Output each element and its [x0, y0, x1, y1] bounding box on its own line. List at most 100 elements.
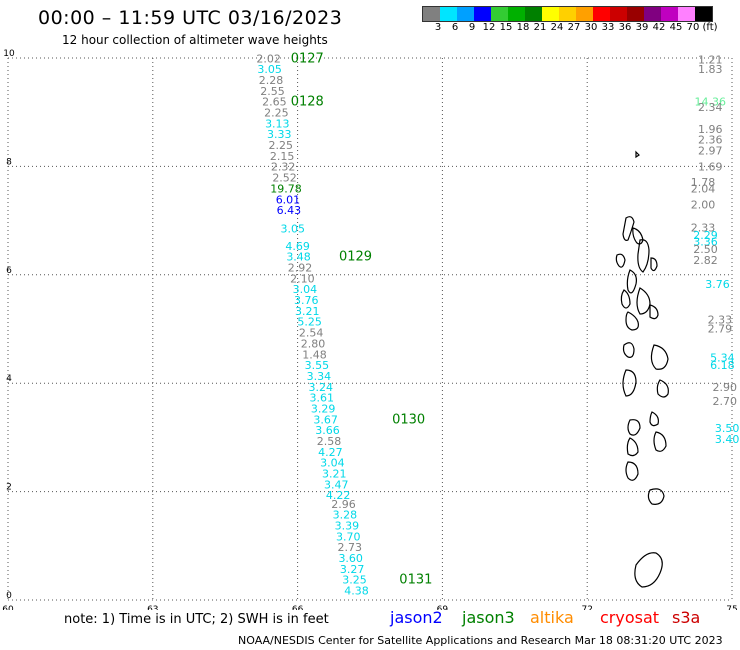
wave-height-value: 1.83: [698, 63, 723, 76]
grid-lines: [7, 57, 733, 601]
wave-height-value: 1.48: [302, 348, 327, 361]
wave-height-value: 3.66: [315, 424, 340, 437]
wave-height-value: 3.05: [281, 223, 306, 236]
legend-jason2: jason2: [390, 608, 443, 627]
colorbar-label: 15: [499, 22, 513, 33]
x-tick-label: 66: [292, 605, 304, 610]
wave-height-value: 3.27: [340, 563, 365, 576]
wave-height-value: 2.82: [693, 254, 718, 267]
colorbar-swatch: [542, 7, 559, 21]
colorbar-swatch: [593, 7, 610, 21]
x-tick-label: 63: [147, 605, 158, 610]
wave-height-value: 3.24: [309, 381, 334, 394]
pass-time-label: 0128: [291, 95, 324, 110]
wave-height-value: 6.01: [276, 193, 301, 206]
colorbar-swatch: [627, 7, 644, 21]
wave-height-value: 1.96: [698, 123, 723, 136]
wave-height-value: 3.39: [335, 520, 360, 533]
wave-height-value: 2.29: [693, 229, 718, 242]
wave-height-value: 2.92: [288, 262, 313, 275]
colorbar-label: 33: [601, 22, 615, 33]
wave-height-value: 3.67: [313, 413, 338, 426]
colorbar-swatch: [525, 7, 542, 21]
island-outline: [647, 488, 665, 505]
island-outline: [622, 369, 637, 397]
credit-line: NOAA/NESDIS Center for Satellite Applica…: [238, 634, 723, 647]
island-outline: [636, 287, 651, 315]
wave-height-value: 3.34: [307, 370, 332, 383]
colorbar-swatch: [695, 7, 712, 21]
island-outline: [650, 257, 658, 272]
wave-height-value: 4.69: [285, 240, 310, 253]
colorbar-label: 27: [567, 22, 581, 33]
y-tick-label: 2: [6, 483, 12, 493]
wave-height-value: 3.36: [693, 236, 718, 249]
wave-height-value: 2.00: [691, 199, 716, 212]
wave-height-value: 2.58: [317, 435, 342, 448]
wave-height-value: 3.60: [338, 552, 363, 565]
island-outline: [635, 150, 640, 159]
wave-height-value: 2.25: [268, 139, 293, 152]
colorbar-swatch: [661, 7, 678, 21]
wave-height-value: 2.96: [331, 498, 356, 511]
wave-height-value: 6.18: [710, 359, 735, 372]
island-outline: [627, 419, 641, 436]
wave-height-value: 3.76: [294, 294, 319, 307]
wave-height-value: 3.04: [320, 457, 345, 470]
axis-tick-labels: 60 63 66 69 72 75 0 2 4 6 8 10: [2, 49, 737, 610]
units-note: note: 1) Time is in UTC; 2) SWH is in fe…: [64, 612, 329, 627]
colorbar-swatch: [440, 7, 457, 21]
y-tick-label: 8: [6, 157, 12, 167]
y-tick-label: 4: [6, 374, 12, 384]
island-outline: [634, 552, 663, 588]
wave-height-value: 2.25: [264, 107, 289, 120]
wave-height-value: 1.78: [691, 176, 716, 189]
wave-height-value: 2.70: [713, 395, 738, 408]
island-outline: [615, 253, 626, 268]
legend-s3a: s3a: [672, 608, 701, 627]
wave-height-value: 3.21: [322, 468, 347, 481]
colorbar-label: 45: [669, 22, 683, 33]
wave-height-value: 2.10: [290, 272, 315, 285]
wave-height-value: 2.34: [698, 101, 723, 114]
island-outline: [625, 461, 639, 481]
island-outline: [625, 311, 639, 331]
wave-height-value: 3.47: [324, 478, 349, 491]
colorbar-swatch: [474, 7, 491, 21]
colorbar-label: (ft): [702, 22, 718, 33]
wave-height-value: 5.25: [297, 316, 322, 329]
wave-height-value: 2.55: [260, 85, 285, 98]
wave-height-value: 3.04: [293, 283, 318, 296]
wave-height-value: 2.50: [693, 243, 718, 256]
colorbar-label: 12: [482, 22, 496, 33]
wave-height-value: 3.55: [305, 359, 330, 372]
pass-time-labels: 0127 0128 0129 0130 0131: [291, 51, 433, 587]
colorbar-label: 42: [652, 22, 666, 33]
wave-height-value: 2.90: [713, 381, 738, 394]
wave-height-value: 2.33: [691, 221, 716, 234]
colorbar-swatch: [678, 7, 695, 21]
colorbar-swatch: [610, 7, 627, 21]
wave-height-value: 6.43: [277, 204, 302, 217]
wave-height-value: 14.36: [695, 96, 727, 109]
island-outline: [649, 304, 659, 320]
colorbar-label: 39: [635, 22, 649, 33]
colorbar-label: 3: [434, 22, 442, 33]
wave-height-value: 2.02: [256, 52, 281, 65]
island-outline: [620, 289, 631, 309]
colorbar-swatch: [423, 7, 440, 21]
island-outline: [649, 411, 659, 427]
colorbar-swatch: [576, 7, 593, 21]
pass-time-label: 0129: [339, 250, 372, 265]
colorbar-label: 6: [451, 22, 459, 33]
wave-height-value: 2.65: [262, 96, 287, 109]
colorbar-swatch: [559, 7, 576, 21]
island-outline: [622, 216, 635, 241]
colorbar-label: 21: [533, 22, 547, 33]
wave-height-value: 1.21: [698, 53, 723, 66]
wave-height-value: 4.27: [318, 446, 343, 459]
wave-height-value: 2.54: [299, 327, 324, 340]
island-outline: [626, 437, 639, 457]
wave-height-value: 3.25: [342, 574, 367, 587]
colorbar-label: 30: [584, 22, 598, 33]
